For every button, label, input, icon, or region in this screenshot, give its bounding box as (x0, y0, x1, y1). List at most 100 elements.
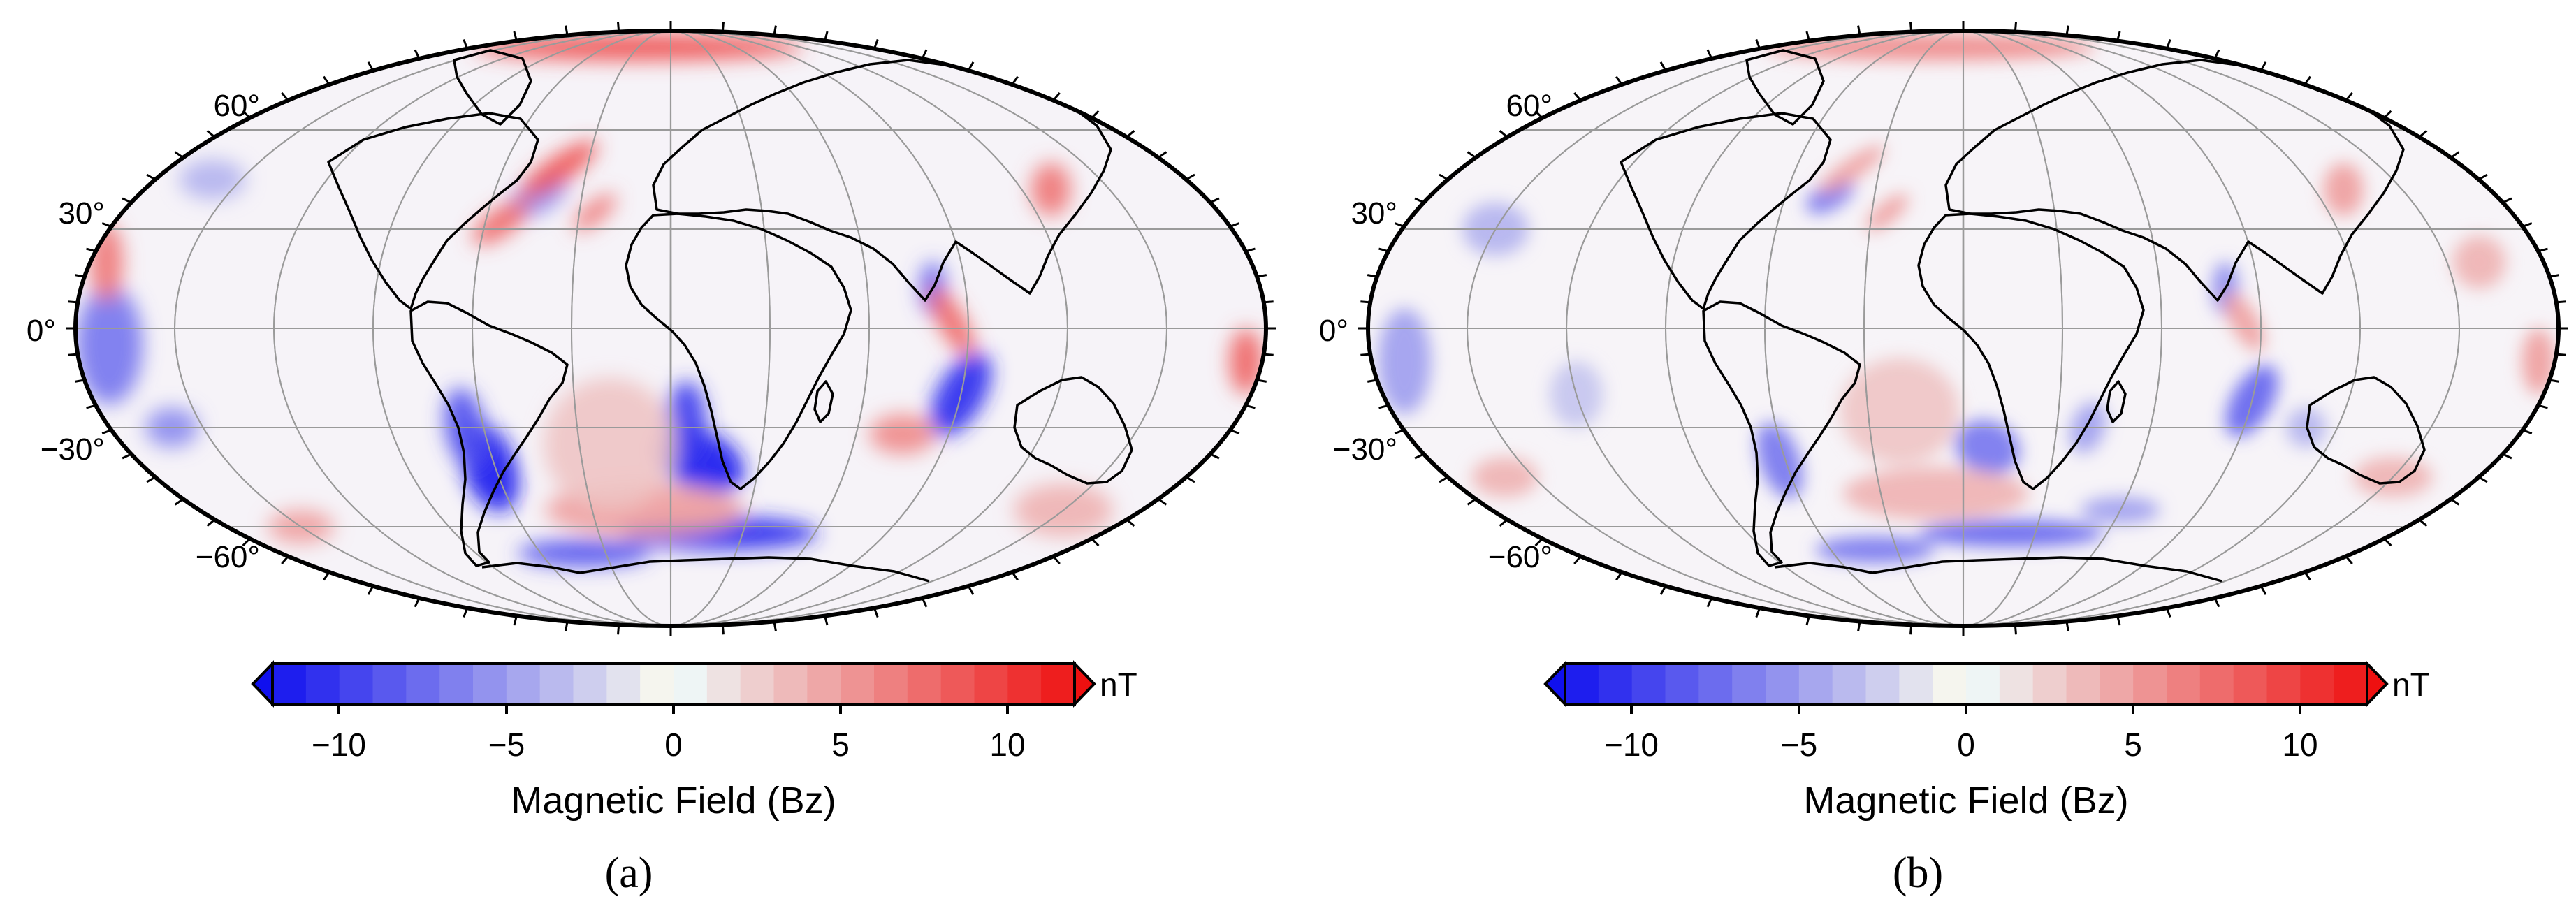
border-tick (1414, 197, 1425, 204)
anomaly-blob (518, 540, 650, 567)
coast-africa (625, 212, 852, 490)
colorbar-tick-label: −10 (312, 726, 366, 763)
border-tick (773, 25, 777, 36)
border-tick (281, 555, 289, 565)
map-a (66, 21, 1276, 636)
coast-eurasia (652, 59, 1112, 302)
border-tick (1706, 49, 1713, 59)
colorbar-segment (874, 665, 908, 703)
colorbar-tick-label: −5 (1781, 726, 1817, 763)
border-tick (1414, 453, 1425, 460)
colorbar-segment (2167, 665, 2201, 703)
anomaly-blob (1806, 178, 1854, 214)
meridian-line (174, 31, 1167, 626)
border-tick (1209, 197, 1220, 204)
anomaly-blob (2522, 328, 2555, 395)
border-tick (773, 621, 777, 631)
colorbar-segment (473, 665, 507, 703)
border-tick (1467, 498, 1476, 506)
colorbar-segment (305, 665, 340, 703)
border-tick (2450, 151, 2460, 159)
border-tick (2549, 379, 2560, 383)
border-tick (2116, 31, 2121, 41)
border-tick (122, 453, 132, 460)
colorbar-segment (1899, 665, 1933, 703)
border-tick (1186, 476, 1195, 483)
border-tick (2538, 404, 2548, 409)
lat-label-60s: −60° (1488, 540, 1552, 574)
colorbar-max-arrow (2366, 660, 2389, 708)
colorbar-a: −10 −5 0 5 10 nT Magnetic Field (Bz) (251, 660, 1137, 821)
border-tick (2345, 92, 2353, 101)
border-tick (281, 92, 289, 101)
colorbar-segment (1665, 665, 1699, 703)
border-tick (1534, 110, 1543, 119)
border-tick (1126, 130, 1135, 138)
border-tick (565, 25, 569, 36)
colorbar-segment (974, 665, 1008, 703)
border-tick (921, 597, 928, 608)
border-tick (1378, 404, 1389, 409)
colorbar-max-arrow (1073, 660, 1096, 708)
colorbar-segment (1732, 665, 1766, 703)
border-tick (2478, 476, 2488, 483)
border-tick (2478, 173, 2488, 181)
border-tick (1263, 353, 1274, 356)
lat-label-30s: −30° (1333, 432, 1397, 467)
border-tick (1394, 222, 1404, 228)
border-tick (1158, 498, 1167, 506)
border-tick (86, 247, 96, 253)
border-tick (2345, 555, 2353, 565)
colorbar-tick-label: 5 (2124, 726, 2142, 763)
panel-caption: (b) (1893, 849, 1943, 897)
border-tick (1052, 92, 1061, 101)
border-tick (1245, 404, 1256, 409)
colorbar-tick-label: 10 (2282, 726, 2317, 763)
latitude-labels: 60° 30° 0° −30° −60° (1319, 89, 1552, 574)
anomaly-blob (1955, 420, 2020, 475)
anomaly-blob (2452, 235, 2506, 289)
colorbar-segment (841, 665, 875, 703)
colorbar-segment (2066, 665, 2100, 703)
meridian-line (1665, 31, 2262, 626)
border-tick (1230, 222, 1240, 228)
border-tick (1909, 625, 1913, 635)
colorbar-min-arrow (1543, 660, 1566, 708)
border-tick (206, 130, 216, 138)
colorbar-segment (339, 665, 374, 703)
lat-label-30n: 30° (58, 196, 105, 231)
border-tick (1367, 274, 1378, 278)
anomaly-blob (179, 159, 246, 200)
border-tick (1659, 585, 1667, 595)
border-tick (617, 22, 620, 32)
anomaly-blob (1818, 145, 1885, 194)
border-tick (2213, 597, 2220, 608)
anomaly-blob (1919, 520, 2104, 547)
meridian-line (472, 31, 870, 626)
colorbar-label: Magnetic Field (Bz) (1803, 780, 2128, 821)
border-tick (1052, 555, 1061, 565)
colorbar-segment (1598, 665, 1633, 703)
colorbar-segment (674, 665, 708, 703)
colorbar-segments (1565, 665, 2368, 703)
panel-a: 60° 30° 0° −30° −60° −10 −5 0 5 10 (27, 21, 1276, 897)
colorbar-segment (1041, 665, 1075, 703)
border-tick (967, 61, 975, 71)
lat-label-60n: 60° (213, 89, 260, 123)
border-tick (2260, 61, 2267, 71)
coast-greenland (1745, 49, 1825, 126)
border-tick (1573, 555, 1582, 565)
border-tick (1439, 173, 1448, 181)
border-tick (206, 518, 216, 527)
border-tick (1126, 518, 1135, 527)
lat-label-60n: 60° (1506, 89, 1552, 123)
border-tick (565, 621, 569, 631)
graticule (1368, 31, 2559, 626)
colorbar-segment (2334, 665, 2368, 703)
colorbar-unit: nT (2392, 666, 2430, 703)
border-tick (1857, 621, 1861, 631)
border-tick (1230, 429, 1240, 434)
border-tick (1091, 538, 1100, 547)
colorbar-segment (1966, 665, 2000, 703)
border-tick (2522, 222, 2533, 228)
